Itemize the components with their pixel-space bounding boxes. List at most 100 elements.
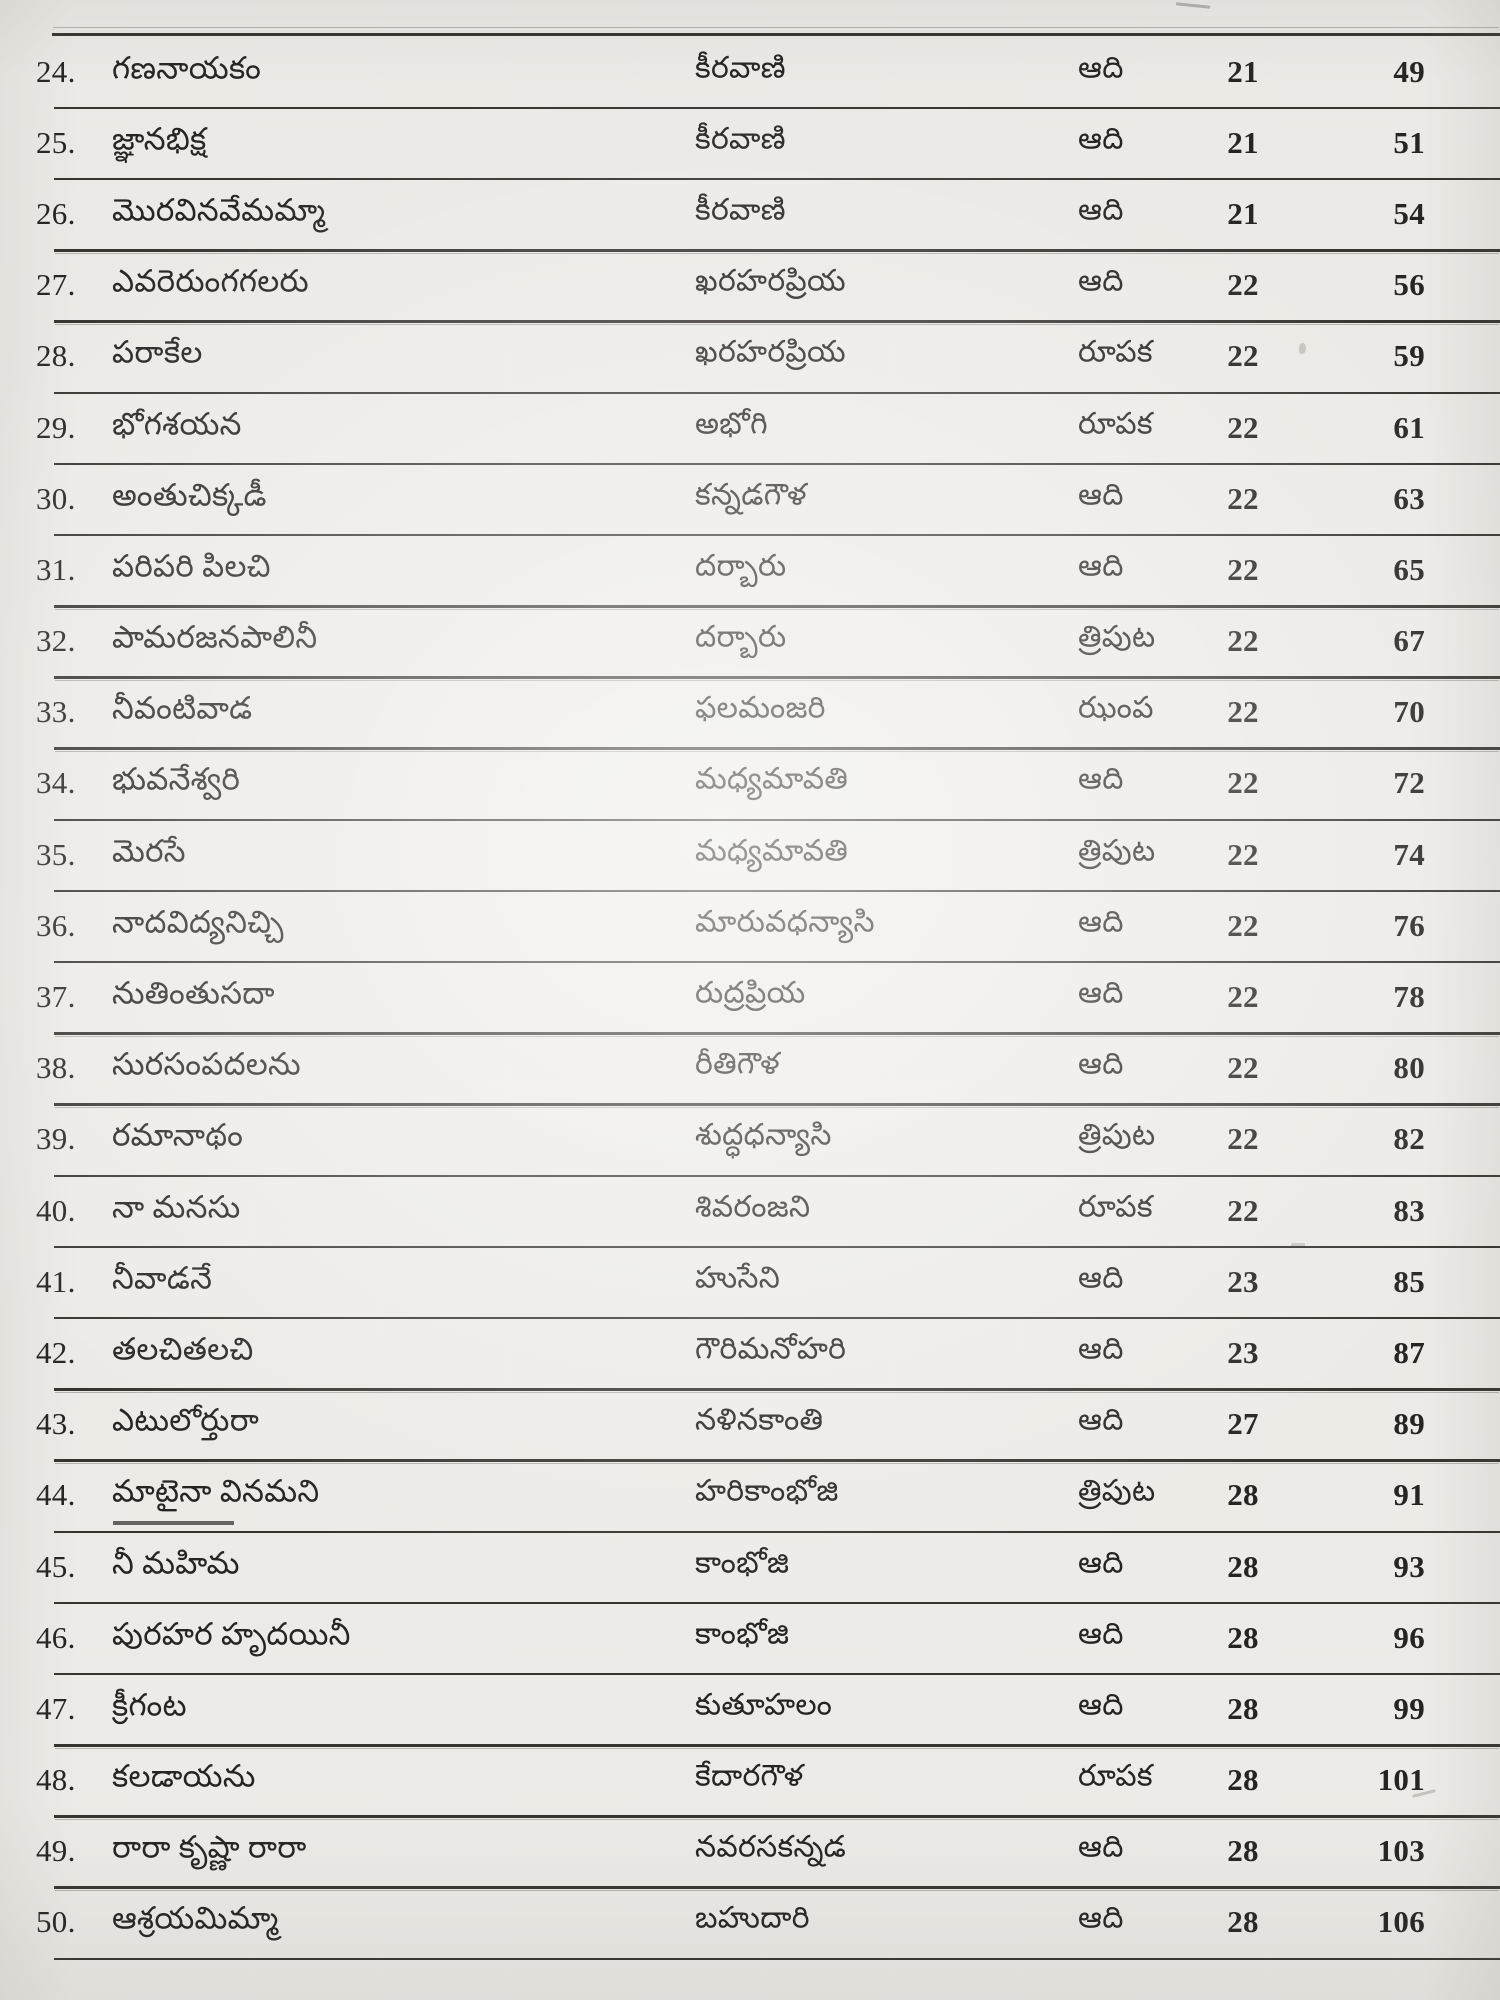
tala-name: రూపక	[1078, 1190, 1153, 1224]
page-number: 85	[1393, 1263, 1425, 1299]
song-title: మాటైనా వినమని	[112, 1473, 320, 1509]
mela-number: 23	[1227, 1334, 1259, 1370]
mela-number: 23	[1227, 1263, 1259, 1299]
mela-number: 22	[1227, 836, 1259, 872]
table-row: 29. భోగశయన అభోగి రూపక 22 61	[0, 392, 1500, 466]
table-row: 39. రమానాథం శుద్ధధన్యాసి త్రిపుట 22 82	[0, 1104, 1500, 1178]
raga-name: బహుదారి	[695, 1901, 810, 1935]
song-title: పురహర హృదయినీ	[112, 1616, 351, 1652]
raga-name: మారువధన్యాసి	[695, 905, 875, 939]
tala-name: ఆది	[1078, 1403, 1124, 1437]
serial-number: 33.	[36, 694, 76, 730]
page-number: 67	[1393, 623, 1425, 659]
tala-name: ఆది	[1078, 1332, 1124, 1366]
serial-number: 48.	[36, 1762, 76, 1798]
mela-number: 27	[1227, 1406, 1259, 1442]
song-title: నుతింతుసదా	[112, 975, 275, 1011]
page-number: 80	[1393, 1050, 1425, 1086]
serial-number: 40.	[36, 1192, 76, 1228]
page-number: 51	[1393, 124, 1425, 160]
mela-number: 28	[1227, 1904, 1259, 1940]
serial-number: 45.	[36, 1548, 76, 1584]
mela-number: 21	[1227, 195, 1259, 231]
song-title: గణనాయకం	[112, 50, 262, 86]
tala-name: ఆది	[1078, 478, 1124, 512]
mela-number: 22	[1227, 694, 1259, 730]
song-title: రారా కృష్ణా రారా	[112, 1829, 307, 1865]
table-row: 43. ఎటులోర్తురా నళినకాంతి ఆది 27 89	[0, 1389, 1500, 1462]
tala-name: త్రిపుట	[1078, 620, 1156, 654]
raga-name: దర్బారు	[695, 549, 787, 583]
table-row: 26. మొరవినవేమమ్మా కీరవాణి ఆది 21 54	[0, 178, 1500, 252]
serial-number: 32.	[36, 623, 76, 659]
raga-name: మధ్యమావతి	[695, 834, 849, 868]
tala-name: ఆది	[1078, 1261, 1124, 1295]
song-title: పరాకేల	[112, 334, 203, 370]
page-number: 65	[1393, 551, 1425, 587]
table-row: 32. పామరజనపాలినీ దర్బారు త్రిపుట 22 67	[0, 606, 1500, 679]
raga-name: కేదారగౌళ	[695, 1759, 804, 1793]
raga-name: కీరవాణి	[695, 51, 786, 85]
mela-number: 22	[1227, 551, 1259, 587]
serial-number: 34.	[36, 765, 76, 801]
table-row: 24. గణనాయకం కీరవాణి ఆది 21 49	[0, 36, 1500, 110]
page-number: 78	[1393, 979, 1425, 1015]
tala-name: ఆది	[1078, 549, 1124, 583]
tala-name: ఆది	[1078, 51, 1124, 85]
raga-name: రీతిగౌళ	[695, 1047, 780, 1081]
tala-name: ఆది	[1078, 1546, 1124, 1580]
mela-number: 28	[1227, 1619, 1259, 1655]
raga-name: కన్నడగౌళ	[695, 478, 807, 512]
serial-number: 39.	[36, 1121, 76, 1157]
scan-artifact	[1175, 2, 1211, 9]
table-row: 35. మెరసే మధ్యమావతి త్రిపుట 22 74	[0, 819, 1500, 893]
serial-number: 38.	[36, 1050, 76, 1086]
table-row: 49. రారా కృష్ణా రారా నవరసకన్నడ ఆది 28 10…	[0, 1816, 1500, 1890]
table-row: 38. సురసంపదలను రీతిగౌళ ఆది 22 80	[0, 1033, 1500, 1107]
mela-number: 22	[1227, 338, 1259, 374]
mela-number: 22	[1227, 267, 1259, 303]
mela-number: 22	[1227, 765, 1259, 801]
raga-name: కుతూహలం	[695, 1688, 833, 1722]
song-index-table: 24. గణనాయకం కీరవాణి ఆది 21 49 25. జ్ఞానభ…	[0, 32, 1500, 1961]
song-title: నీ మహిమ	[112, 1545, 240, 1581]
song-title: తలచితలచి	[112, 1331, 254, 1367]
serial-number: 41.	[36, 1263, 76, 1299]
tala-name: ఆది	[1078, 1830, 1124, 1864]
table-row: 36. నాదవిద్యనిచ్చి మారువధన్యాసి ఆది 22 7…	[0, 890, 1500, 964]
song-title: ఎవరెరుంగగలరు	[112, 263, 309, 299]
serial-number: 50.	[36, 1904, 76, 1940]
mela-number: 22	[1227, 409, 1259, 445]
page-number: 101	[1377, 1762, 1425, 1798]
serial-number: 44.	[36, 1477, 76, 1513]
mela-number: 22	[1227, 1050, 1259, 1086]
page-number: 103	[1377, 1833, 1425, 1869]
serial-number: 30.	[36, 480, 76, 516]
raga-name: హరికాంభోజి	[695, 1474, 839, 1508]
raga-name: రుద్రప్రియ	[695, 976, 806, 1010]
serial-number: 28.	[36, 338, 76, 374]
page-number: 74	[1393, 836, 1425, 872]
song-title: మొరవినవేమమ్మా	[112, 192, 326, 228]
page-number: 61	[1393, 409, 1425, 445]
raga-name: కాంభోజి	[695, 1546, 790, 1580]
raga-name: నవరసకన్నడ	[695, 1830, 847, 1864]
page-number: 91	[1393, 1477, 1425, 1513]
raga-name: గౌరిమనోహరి	[695, 1332, 847, 1366]
mela-number: 22	[1227, 979, 1259, 1015]
mela-number: 21	[1227, 124, 1259, 160]
song-title: అంతుచిక్కడీ	[112, 477, 267, 513]
page-number: 76	[1393, 907, 1425, 943]
tala-name: రూపక	[1078, 335, 1153, 369]
tala-name: ఆది	[1078, 1047, 1124, 1081]
tala-name: ఆది	[1078, 1901, 1124, 1935]
raga-name: శివరంజని	[695, 1190, 811, 1224]
page-number: 87	[1393, 1334, 1425, 1370]
raga-name: కీరవాణి	[695, 122, 786, 156]
mela-number: 28	[1227, 1548, 1259, 1584]
tala-name: ఆది	[1078, 976, 1124, 1010]
page-number: 49	[1393, 53, 1425, 89]
raga-name: మధ్యమావతి	[695, 762, 849, 796]
raga-name: ఖరహరప్రియ	[695, 335, 846, 369]
tala-name: త్రిపుట	[1078, 1474, 1156, 1508]
